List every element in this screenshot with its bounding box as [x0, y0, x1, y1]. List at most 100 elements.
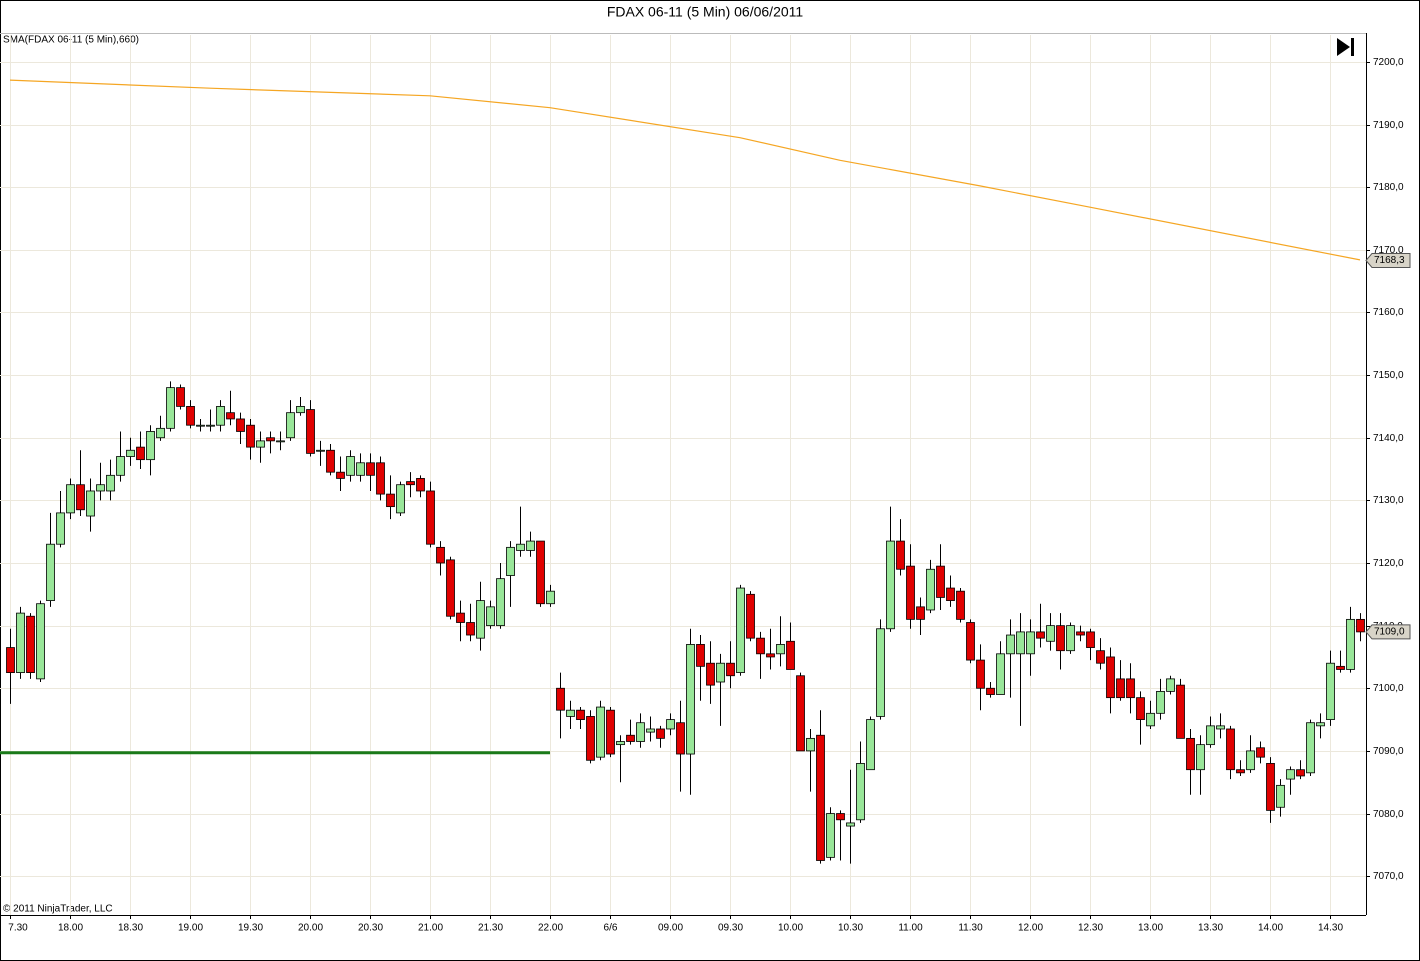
- candle-body: [1246, 750, 1255, 771]
- candle-body: [1266, 763, 1275, 811]
- candle-body: [166, 387, 175, 429]
- candle-body: [56, 512, 65, 545]
- y-tick-label: 7180,0: [1373, 182, 1404, 193]
- scroll-end-icon[interactable]: [1337, 38, 1354, 56]
- y-tick-label: 7090,0: [1373, 746, 1404, 757]
- candle-body: [346, 456, 355, 476]
- candle-body: [376, 462, 385, 495]
- x-tick-label: 22.00: [538, 923, 563, 934]
- end-bar-icon[interactable]: [1351, 38, 1354, 56]
- candle-body: [1316, 722, 1325, 727]
- candle-body: [1076, 631, 1085, 636]
- candle-body: [36, 603, 45, 680]
- candle-body: [666, 719, 675, 730]
- candle-body: [426, 490, 435, 545]
- play-icon[interactable]: [1337, 38, 1350, 56]
- candle-body: [1166, 678, 1175, 692]
- y-tick-label: 7170,0: [1373, 245, 1404, 256]
- candle-body: [786, 640, 795, 670]
- candle-body: [1006, 634, 1015, 655]
- chart-title: FDAX 06-11 (5 Min) 06/06/2011: [607, 4, 804, 20]
- y-tick-label: 7190,0: [1373, 120, 1404, 131]
- candle-body: [466, 622, 475, 636]
- candle-body: [766, 653, 775, 658]
- y-tick-label: 7100,0: [1373, 683, 1404, 694]
- candle-body: [406, 481, 415, 486]
- candle-body: [276, 440, 285, 443]
- candle-body: [106, 474, 115, 492]
- candle-body: [646, 728, 655, 733]
- x-tick-label: 14.00: [1258, 923, 1283, 934]
- candle-body: [916, 606, 925, 620]
- candle-body: [1136, 697, 1145, 720]
- candle-body: [716, 662, 725, 683]
- x-tick-label: 19.00: [178, 923, 203, 934]
- candle-body: [1056, 625, 1065, 652]
- candle-body: [1296, 769, 1305, 777]
- candle-body: [1106, 656, 1115, 699]
- candle-body: [966, 622, 975, 661]
- candle-body: [576, 709, 585, 720]
- candle-body: [416, 478, 425, 492]
- candle-body: [196, 424, 205, 427]
- candle-body: [176, 387, 185, 407]
- candle-body: [496, 578, 505, 627]
- candle-body: [846, 822, 855, 827]
- candle-body: [656, 728, 665, 739]
- candle-body: [1206, 725, 1215, 746]
- x-tick-label: 18.30: [118, 923, 143, 934]
- candle-body: [706, 662, 715, 686]
- candle-body: [756, 637, 765, 655]
- candle-body: [776, 644, 785, 655]
- candle-body: [536, 540, 545, 605]
- candle-body: [836, 813, 845, 821]
- candle-body: [1146, 712, 1155, 727]
- candle-body: [516, 543, 525, 551]
- candle-body: [156, 427, 165, 439]
- candle-body: [86, 490, 95, 517]
- candle-body: [96, 484, 105, 492]
- x-tick-label: 21.30: [478, 923, 503, 934]
- candle-body: [1026, 631, 1035, 655]
- candle-body: [186, 406, 195, 426]
- candle-body: [1356, 618, 1365, 633]
- candle-body: [586, 716, 595, 761]
- candle-body: [1176, 684, 1185, 739]
- copyright: © 2011 NinjaTrader, LLC: [3, 904, 113, 915]
- y-tick-label: 7200,0: [1373, 57, 1404, 68]
- candle-body: [136, 446, 145, 461]
- candle-body: [956, 590, 965, 620]
- candle-body: [986, 687, 995, 695]
- x-tick-label: 12.00: [1018, 923, 1043, 934]
- candle-body: [336, 471, 345, 479]
- candle-body: [1096, 650, 1105, 664]
- candle-body: [476, 600, 485, 639]
- candle-body: [116, 456, 125, 476]
- x-tick-label: 10.30: [838, 923, 863, 934]
- x-tick-label: 11.30: [958, 923, 983, 934]
- candle-body: [226, 412, 235, 420]
- grid: [0, 35, 1366, 915]
- x-tick-label: 11.00: [898, 923, 923, 934]
- candle-body: [1216, 725, 1225, 730]
- candle-body: [16, 612, 25, 674]
- candle-body: [976, 659, 985, 689]
- candle-body: [906, 565, 915, 620]
- candle-body: [886, 540, 895, 630]
- candle-body: [486, 606, 495, 627]
- candle-body: [1016, 631, 1025, 655]
- candle-body: [356, 462, 365, 476]
- x-tick-label: 09.00: [658, 923, 683, 934]
- candle-body: [1226, 728, 1235, 771]
- candle-body: [316, 449, 325, 452]
- candle-body: [796, 675, 805, 752]
- candle-body: [436, 546, 445, 564]
- candle-body: [556, 687, 565, 711]
- candle-body: [326, 449, 335, 473]
- price-marker: [1365, 624, 1411, 640]
- candle-body: [1276, 784, 1285, 808]
- candle-body: [6, 647, 15, 674]
- candle-body: [816, 734, 825, 861]
